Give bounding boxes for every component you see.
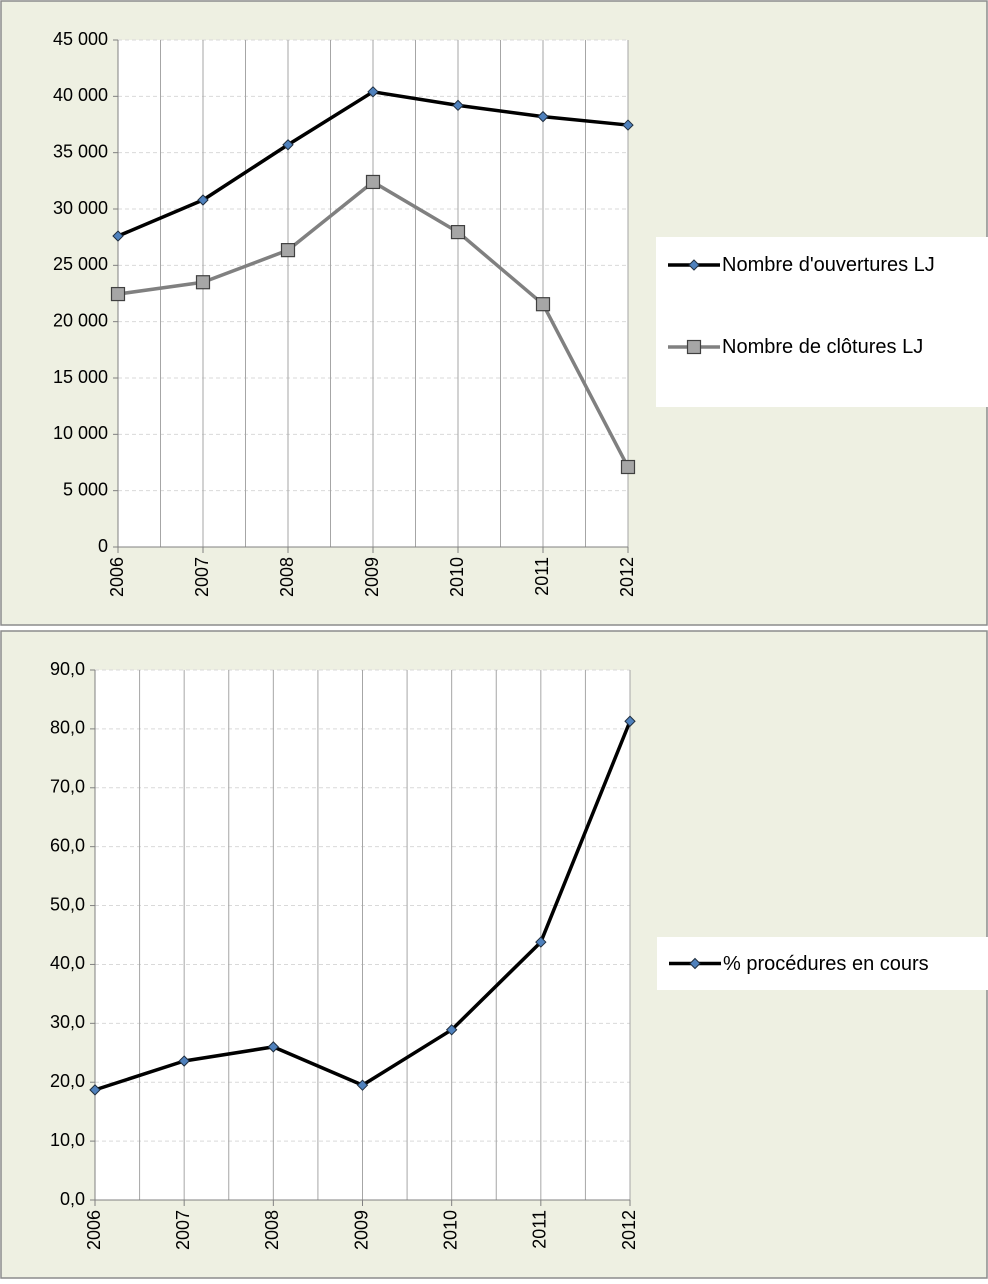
marker [450, 224, 466, 240]
x-tick-label: 2010 [440, 1210, 460, 1250]
y-tick-label: 10 000 [53, 423, 108, 443]
x-tick-label: 2012 [617, 557, 637, 597]
marker [537, 110, 549, 123]
marker [367, 86, 379, 98]
legend-marker [689, 957, 701, 970]
x-tick-label: 2012 [619, 1210, 639, 1250]
marker [178, 1055, 190, 1067]
legend-marker [688, 259, 700, 271]
marker [535, 936, 547, 948]
y-tick-label: 20,0 [50, 1071, 85, 1091]
x-tick-label: 2008 [277, 557, 297, 597]
x-tick-label: 2010 [447, 557, 467, 597]
y-tick-label: 50,0 [50, 894, 85, 914]
legend-entry: % procédures en cours [723, 952, 929, 975]
y-tick-label: 80,0 [50, 718, 85, 738]
y-tick-label: 0,0 [60, 1189, 85, 1209]
legend-entry: Nombre d'ouvertures LJ [722, 254, 935, 276]
legend-label: Nombre d'ouvertures LJ [722, 254, 935, 276]
y-tick-label: 10,0 [50, 1130, 85, 1150]
legend-label: Nombre de clôtures LJ [722, 336, 924, 358]
y-tick-label: 0 [98, 536, 108, 556]
marker [112, 230, 124, 242]
marker [365, 174, 381, 190]
y-tick-label: 30,0 [50, 1012, 85, 1032]
y-tick-label: 20 000 [53, 310, 108, 330]
x-tick-label: 2006 [84, 1210, 104, 1250]
y-tick-label: 35 000 [53, 141, 108, 161]
marker [620, 459, 636, 475]
y-tick-label: 40,0 [50, 953, 85, 973]
y-tick-label: 45 000 [53, 29, 108, 49]
legend-label: % procédures en cours [723, 952, 929, 975]
y-tick-label: 15 000 [53, 367, 108, 387]
marker [452, 99, 464, 112]
y-tick-label: 30 000 [53, 198, 108, 218]
legend-entry: Nombre de clôtures LJ [722, 336, 924, 358]
marker [445, 1024, 458, 1036]
y-tick-label: 90,0 [50, 659, 85, 679]
x-tick-label: 2009 [351, 1210, 371, 1250]
x-tick-label: 2009 [362, 557, 382, 597]
x-tick-label: 2011 [530, 1210, 550, 1249]
x-tick-label: 2007 [173, 1210, 193, 1250]
legend-marker [686, 339, 702, 355]
marker [267, 1041, 280, 1053]
y-tick-label: 60,0 [50, 835, 85, 855]
marker [89, 1084, 101, 1096]
marker [197, 194, 209, 206]
x-tick-label: 2011 [532, 557, 552, 596]
y-tick-label: 25 000 [53, 254, 108, 274]
marker [195, 275, 211, 290]
x-tick-label: 2006 [107, 557, 127, 597]
marker [356, 1079, 369, 1091]
y-tick-label: 5 000 [63, 479, 108, 499]
x-tick-label: 2008 [262, 1210, 282, 1250]
marker [280, 243, 296, 258]
marker [110, 286, 126, 302]
marker [282, 139, 294, 151]
y-tick-label: 40 000 [53, 85, 108, 105]
y-tick-label: 70,0 [50, 777, 85, 797]
x-tick-label: 2007 [192, 557, 212, 597]
marker [622, 119, 634, 131]
marker [535, 297, 551, 312]
marker [624, 715, 636, 727]
